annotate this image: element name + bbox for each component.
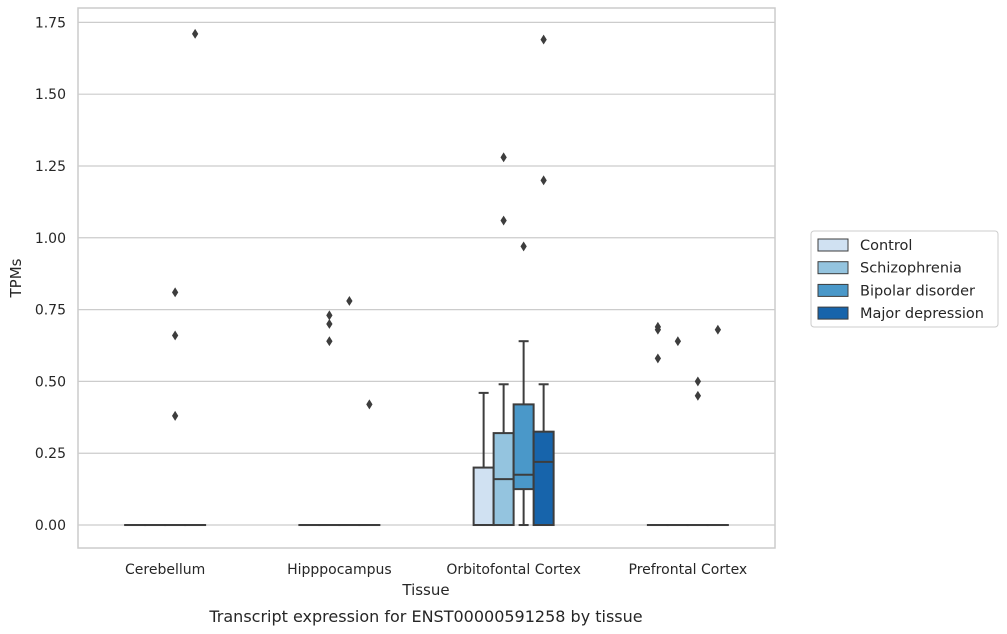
x-tick-label: Cerebellum [125, 562, 205, 578]
outlier-marker [654, 321, 662, 332]
legend: Control Schizophrenia Bipolar disorder Majo… [810, 230, 999, 328]
legend-swatch [817, 306, 849, 320]
legend-label: Major depression [860, 306, 984, 322]
outlier-marker [326, 319, 333, 329]
plot-area-frame [77, 7, 776, 549]
box-group [532, 383, 555, 527]
x-tick-labels: Cerebellum Hipppocampus Orbitofontal Corte… [125, 562, 747, 578]
outlier-marker [694, 376, 702, 387]
outlier-marker [171, 410, 179, 421]
outlier-marker [520, 241, 527, 252]
outlier-marker [540, 34, 547, 45]
outlier-marker [694, 390, 702, 401]
box [532, 430, 555, 527]
y-tick-label: 1.75 [35, 15, 66, 31]
outlier-marker [674, 336, 682, 347]
outlier-marker [500, 215, 507, 226]
box-group [472, 391, 495, 527]
y-tick-label: 0.25 [35, 446, 66, 462]
y-tick-label: 0.75 [35, 303, 66, 319]
gridlines [78, 21, 775, 526]
y-tick-label: 0.00 [35, 518, 66, 534]
x-axis-title: Tissue [401, 581, 449, 599]
y-tick-label: 1.50 [35, 87, 66, 103]
x-tick-label: Hipppocampus [287, 562, 392, 578]
outlier-marker [500, 152, 507, 163]
y-tick-label: 1.25 [35, 159, 66, 175]
x-tick-label: Orbitofontal Cortex [446, 562, 581, 578]
y-axis-title: TPMs [7, 258, 25, 298]
outlier-marker [171, 287, 179, 298]
outlier-marker [540, 175, 547, 186]
legend-swatch [817, 283, 849, 297]
legend-label: Control [860, 238, 912, 254]
box [472, 466, 495, 527]
y-tick-label: 0.50 [35, 374, 66, 390]
outlier-marker [714, 324, 722, 335]
outlier-marker [366, 399, 373, 410]
legend-swatch [817, 261, 849, 275]
box-group [492, 383, 515, 527]
outlier-marker [191, 28, 199, 39]
outlier-points [171, 28, 722, 421]
legend-swatch [817, 238, 849, 252]
box-group [512, 340, 535, 527]
outlier-marker [326, 336, 333, 347]
legend-label: Bipolar disorder [860, 283, 975, 299]
outlier-marker [171, 330, 179, 341]
figure-caption: Transcript expression for ENST0000059125… [208, 607, 642, 626]
outlier-marker [326, 310, 333, 321]
outlier-marker [346, 296, 353, 306]
legend-label: Schizophrenia [860, 261, 962, 277]
box-series [124, 340, 729, 527]
box [512, 403, 535, 491]
x-tick-label: Prefrontal Cortex [629, 562, 748, 578]
outlier-marker [654, 353, 662, 364]
y-tick-labels: 0.00 0.25 0.50 0.75 1.00 1.25 1.50 1.75 [35, 15, 66, 534]
y-tick-label: 1.00 [35, 231, 66, 247]
legend-frame [810, 230, 999, 328]
